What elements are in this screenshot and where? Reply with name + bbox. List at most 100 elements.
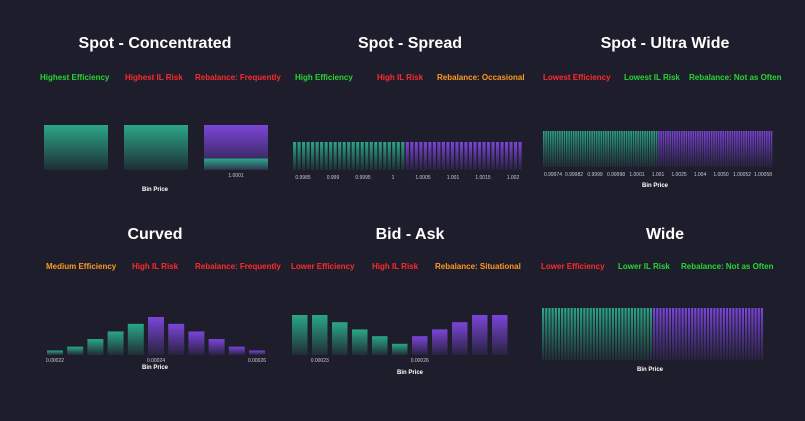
bar (665, 308, 668, 360)
bar (717, 131, 720, 167)
bar (669, 131, 672, 167)
bar (740, 131, 743, 167)
bar (710, 131, 713, 167)
bar (486, 142, 491, 170)
bar (687, 131, 690, 167)
bar (697, 131, 699, 167)
tag-il-risk: Lower IL Risk (618, 262, 670, 271)
bar (573, 308, 576, 360)
tick-label: 1.00052 (733, 172, 751, 178)
bar (566, 131, 568, 167)
bar (727, 131, 729, 167)
tick-label: 0.9995 (355, 175, 371, 181)
x-axis-label: Bin Price (141, 365, 168, 371)
bar (518, 142, 522, 170)
bar (564, 308, 567, 360)
bar (672, 308, 675, 360)
bar (759, 131, 761, 167)
bar (452, 322, 468, 355)
bar (306, 142, 310, 170)
bar (690, 131, 692, 167)
chart-wide: 0.99850.99860.9990.99961.00011.0011.0016… (542, 308, 764, 360)
bar (676, 131, 679, 167)
bar (311, 142, 315, 170)
bar (744, 308, 748, 360)
bar (761, 131, 764, 167)
bar (716, 308, 719, 360)
tick-label: 0.00022 (46, 358, 64, 364)
bar (713, 131, 715, 167)
bar (589, 131, 591, 167)
bar (570, 308, 573, 360)
bar (745, 131, 748, 167)
bar (710, 308, 713, 360)
bar (554, 308, 557, 360)
bar (731, 131, 734, 167)
bar (563, 131, 566, 167)
bar (584, 131, 587, 167)
tag-efficiency: Lower Efficiency (541, 262, 605, 271)
bar (582, 131, 584, 167)
bar (700, 308, 703, 360)
panel-spot-spread: Spot - Spread High Efficiency High IL Ri… (285, 30, 535, 230)
bar (747, 131, 750, 167)
tag-rebalance: Rebalance: Occasional (437, 73, 525, 82)
bar (545, 131, 547, 167)
bar (432, 142, 436, 170)
bar (392, 343, 408, 355)
bar (623, 131, 626, 167)
panel-spot-ultra-wide: Spot - Ultra Wide Lowest Efficiency Lowe… (540, 30, 790, 230)
bar (556, 131, 559, 167)
tag-rebalance: Rebalance: Frequently (195, 73, 281, 82)
bar (722, 131, 725, 167)
bar (738, 308, 741, 360)
chart-curved: 0.00022 0.00024 0.00026 (46, 317, 266, 364)
chart-title: Spot - Spread (357, 35, 462, 52)
tick-label: 1.0050 (713, 172, 729, 178)
bar (628, 131, 630, 167)
chart-title: Wide (645, 226, 685, 243)
bar (396, 142, 400, 170)
bar (509, 142, 513, 170)
bar (302, 142, 306, 170)
bar (446, 142, 450, 170)
bar (579, 131, 582, 167)
bar (378, 142, 382, 170)
bar (627, 308, 630, 360)
bar (333, 142, 337, 170)
bar (414, 142, 418, 170)
tick-label: 1 (392, 175, 395, 181)
bar (360, 142, 364, 170)
bar (554, 131, 557, 167)
bar (605, 308, 608, 360)
bar (87, 339, 104, 355)
bar (697, 308, 700, 360)
bar (568, 131, 570, 167)
bar (561, 131, 564, 167)
bar (228, 346, 245, 355)
bar (662, 131, 665, 167)
bar (653, 131, 656, 167)
tick-label: 0.999 (327, 175, 340, 181)
chart-title: Bid - Ask (375, 226, 445, 243)
tag-rebalance: Rebalance: Not as Often (689, 73, 782, 82)
tag-il-risk: High IL Risk (377, 73, 424, 82)
bar (743, 131, 745, 167)
bar (500, 142, 504, 170)
bar (549, 131, 552, 167)
tag-rebalance: Rebalance: Frequently (195, 262, 281, 271)
tick-label: 1.004 (694, 172, 707, 178)
bar (602, 308, 605, 360)
bar (766, 131, 768, 167)
bar (552, 131, 554, 167)
bar (621, 308, 624, 360)
bar (572, 131, 575, 167)
bar (586, 308, 589, 360)
bar (608, 308, 611, 360)
bar (691, 308, 694, 360)
bar (504, 142, 509, 170)
bar (595, 131, 598, 167)
bar (668, 308, 672, 360)
bar (722, 308, 725, 360)
bar (725, 308, 729, 360)
